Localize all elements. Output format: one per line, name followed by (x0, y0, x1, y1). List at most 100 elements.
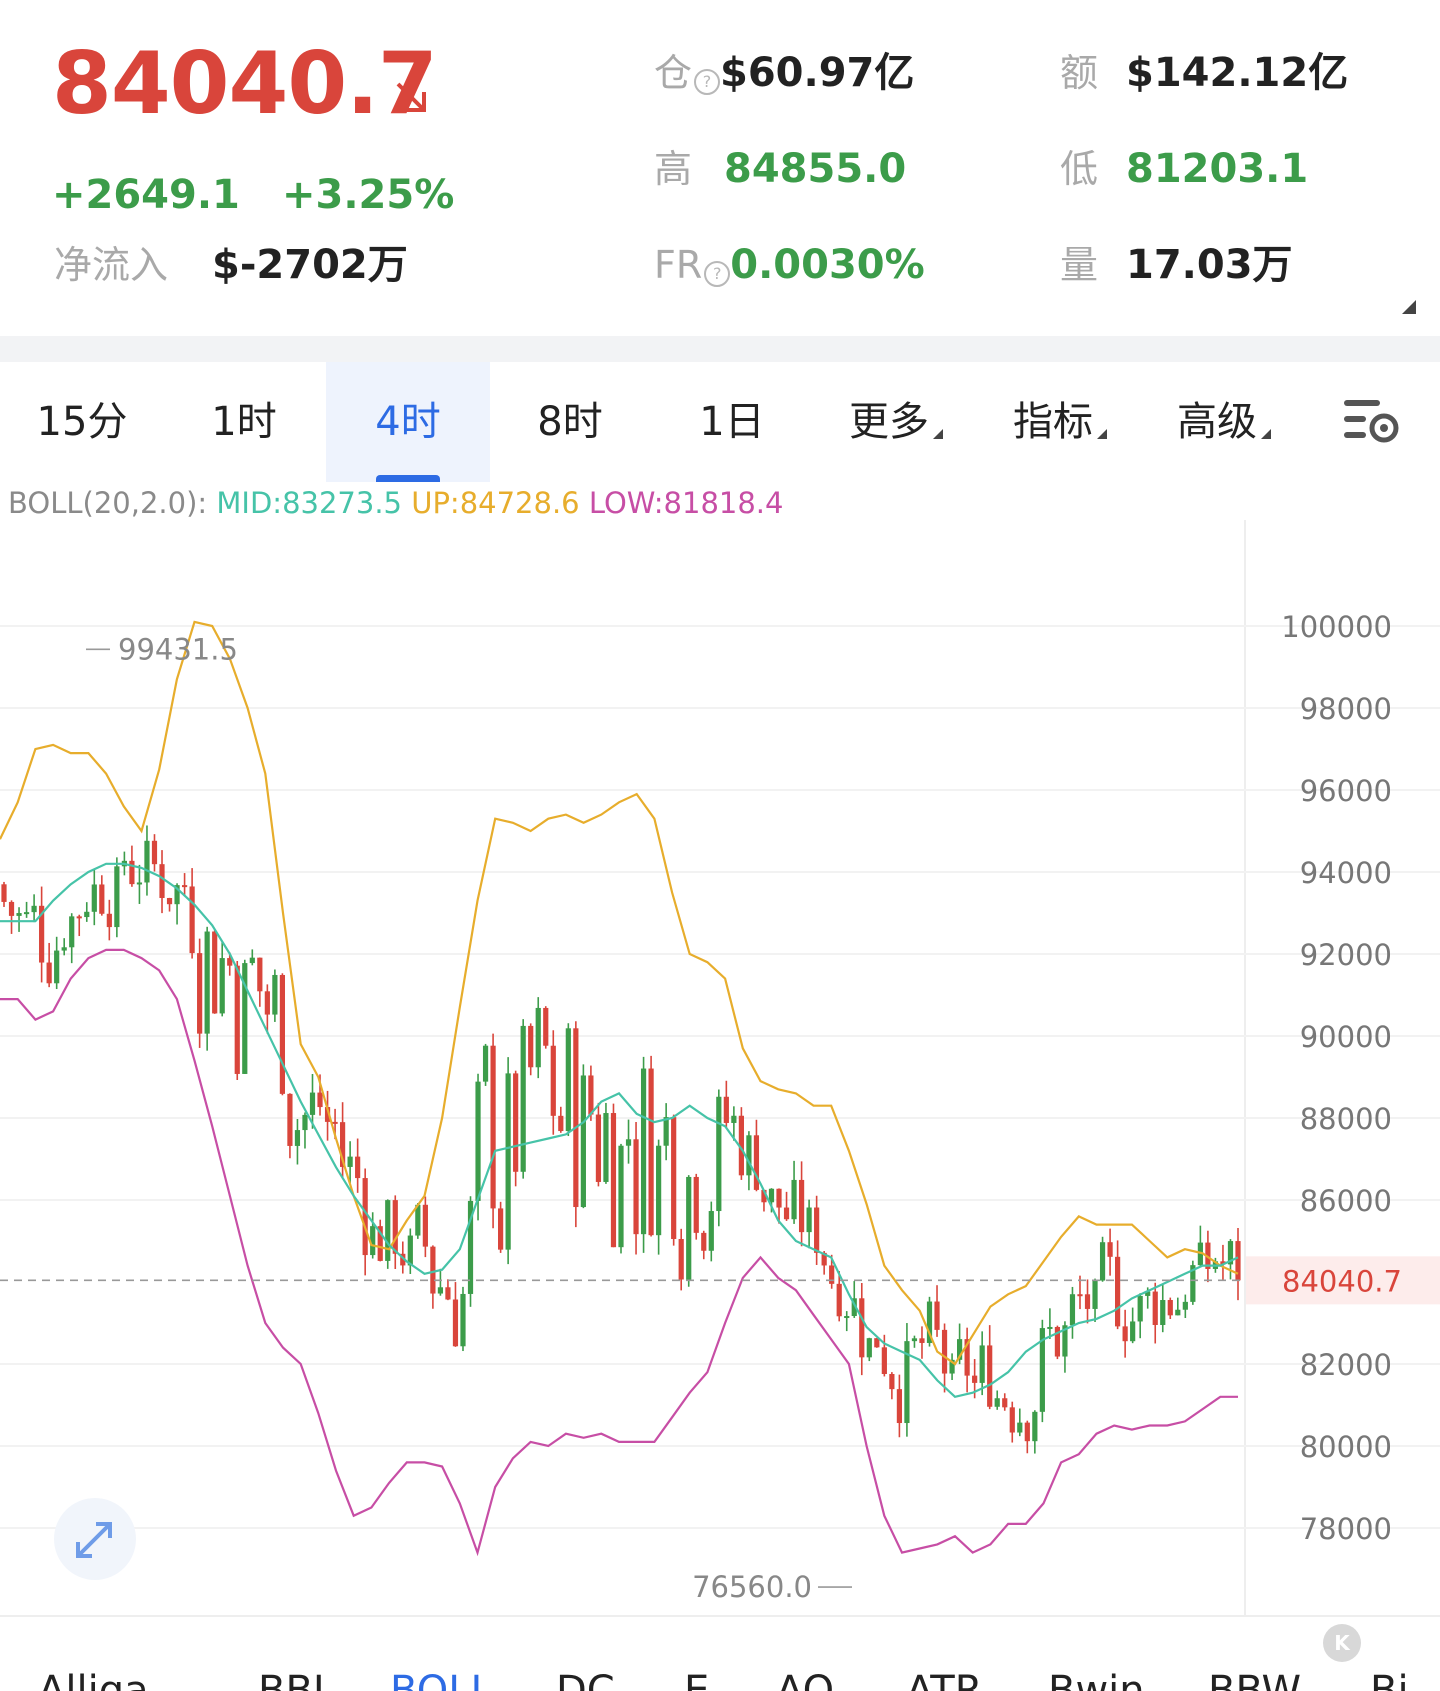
indicator-tab[interactable]: ATR (906, 1668, 983, 1691)
indicator-tab[interactable]: Alliga (38, 1668, 149, 1691)
help-icon[interactable]: ? (694, 68, 721, 95)
candle-body (272, 974, 278, 1015)
candle-body (806, 1207, 812, 1233)
candle-body (339, 1122, 346, 1167)
help-icon[interactable]: ? (704, 260, 731, 287)
boll-mid-line (0, 862, 1239, 1399)
candle-body (1137, 1295, 1143, 1322)
boll-legend: BOLL(20,2.0): MID:83273.5 UP:84728.6 LOW… (8, 482, 783, 524)
candle-body (279, 974, 286, 1094)
candle-body (287, 1093, 293, 1146)
turnover-value: $142.12亿 (1126, 50, 1349, 96)
candle-body (505, 1073, 511, 1250)
candle-body (430, 1246, 436, 1294)
current-price-tag (1246, 1256, 1440, 1305)
fullscreen-button[interactable] (54, 1498, 136, 1580)
candle-body (640, 1068, 647, 1235)
candle-body (941, 1329, 948, 1374)
chart-settings-icon[interactable] (1340, 396, 1402, 448)
y-tick-label: 94000 (1300, 856, 1392, 890)
indicator-tab[interactable]: BBW (1208, 1668, 1302, 1691)
candle-body (1122, 1326, 1128, 1342)
boll-up: UP:84728.6 (411, 486, 580, 520)
open-interest[interactable]: 仓? $60.97亿 (654, 48, 914, 98)
candle-body (610, 1113, 617, 1248)
candle-body (874, 1338, 880, 1348)
indicator-tab[interactable]: AO (776, 1668, 835, 1691)
price-change-percent: +3.25% (282, 172, 455, 218)
tab-1d[interactable]: 1日 (699, 399, 765, 445)
candle-body (332, 1121, 338, 1124)
price-change: +2649.1 (52, 172, 240, 218)
tab-4h[interactable]: 4时 (326, 362, 490, 482)
dropdown-icon (1261, 429, 1271, 439)
k-badge[interactable]: K (1323, 1624, 1361, 1662)
candle-body (904, 1341, 910, 1424)
candle-body (1039, 1328, 1045, 1412)
candle-body (919, 1338, 925, 1343)
candle-body (821, 1252, 827, 1266)
candle-body (573, 1028, 579, 1208)
boll-upper-line (0, 620, 1239, 1366)
indicator-tab[interactable]: Bwin (1048, 1668, 1145, 1691)
high-value: 84855.0 (724, 146, 907, 192)
candle-body (776, 1188, 782, 1208)
funding-rate-label: FR (654, 243, 703, 287)
candle-body (768, 1188, 775, 1203)
tab-15m[interactable]: 15分 (36, 399, 128, 445)
candlestick-chart[interactable]: 100000 98000 96000 94000 92000 90000 88000 8600… (0, 520, 1440, 1620)
indicator-tab[interactable]: E (684, 1668, 710, 1691)
candle-body (1227, 1241, 1234, 1265)
y-tick-label: 98000 (1300, 692, 1392, 726)
candle-body (498, 1208, 504, 1250)
candle-body (656, 1145, 662, 1236)
candle-body (1167, 1300, 1173, 1316)
candle-body (144, 840, 150, 883)
candle-body (964, 1339, 970, 1376)
candle-body (543, 1007, 549, 1046)
tab-advanced[interactable]: 高级 (1142, 362, 1306, 482)
expand-header-icon[interactable] (1402, 300, 1416, 314)
candle-body (159, 864, 165, 899)
candle-body (1032, 1411, 1038, 1442)
candle-body (324, 1107, 331, 1122)
candle-body (355, 1156, 361, 1179)
indicator-tab[interactable]: BBI (258, 1668, 325, 1691)
candle-body (84, 911, 90, 918)
candle-body (836, 1283, 842, 1317)
candle-body (437, 1287, 444, 1294)
open-interest-value: $60.97亿 (720, 50, 915, 96)
candle-body (829, 1265, 835, 1284)
tab-more[interactable]: 更多 (814, 362, 978, 482)
current-price-label: 84040.7 (1282, 1264, 1402, 1298)
candle-body (317, 1092, 323, 1108)
indicator-tab-active[interactable]: BOLL (390, 1668, 493, 1691)
y-tick-label: 88000 (1300, 1102, 1392, 1136)
candle-body (686, 1176, 692, 1280)
tab-1h[interactable]: 1时 (211, 399, 277, 445)
candle-body (716, 1096, 722, 1212)
candle-body (1145, 1291, 1151, 1296)
funding-rate[interactable]: FR? 0.0030% (654, 240, 925, 290)
boll-low: LOW:81818.4 (588, 486, 784, 520)
indicator-tab[interactable]: Bi (1370, 1668, 1409, 1691)
y-tick-label: 80000 (1300, 1430, 1392, 1464)
dropdown-icon (933, 429, 943, 439)
candle-body (580, 1075, 586, 1208)
indicator-tab[interactable]: DC (556, 1668, 615, 1691)
candle-body (956, 1339, 963, 1360)
tab-indicators[interactable]: 指标 (978, 362, 1142, 482)
candle-body (377, 1226, 383, 1261)
candle-body (249, 957, 255, 964)
candle-body (347, 1156, 353, 1167)
candle-body (8, 901, 15, 916)
candle-body (257, 957, 263, 992)
indicator-tabs: Alliga BBI BOLL DC E AO ATR Bwin BBW Bi (0, 1662, 1440, 1691)
candle-body (264, 991, 270, 1015)
boll-lower-line (0, 948, 1238, 1557)
candle-body (392, 1200, 398, 1254)
tab-8h[interactable]: 8时 (537, 399, 603, 445)
candle-body (61, 947, 67, 951)
candle-body (889, 1374, 895, 1390)
candle-body (114, 866, 120, 928)
